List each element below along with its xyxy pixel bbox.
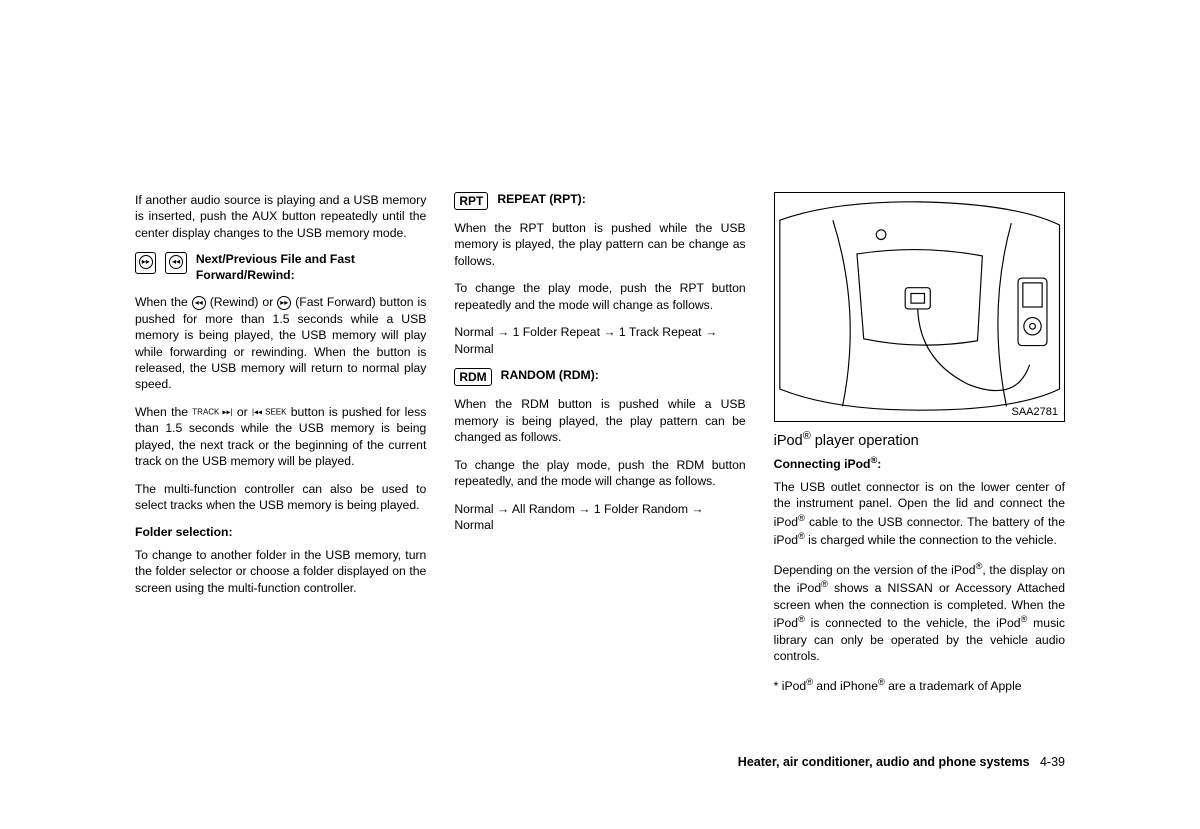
column-3: SAA2781 iPod® player operation Connectin… — [774, 192, 1065, 705]
para-rpt-2: To change the play mode, push the RPT bu… — [454, 280, 745, 313]
rdm-button-icon: RDM — [454, 368, 491, 386]
footer-page-number: 4-39 — [1040, 755, 1065, 769]
reg-mark-icon: ® — [803, 430, 811, 442]
t: is connected to the vehicle, the iPod — [805, 616, 1021, 630]
heading-rdm: RDM RANDOM (RDM): — [454, 368, 745, 386]
reg-mark-icon: ® — [806, 677, 813, 687]
para-rpt-1: When the RPT button is pushed while the … — [454, 220, 745, 269]
figure-label: SAA2781 — [1012, 406, 1058, 418]
column-1: If another audio source is playing and a… — [135, 192, 426, 705]
rpt-button-icon: RPT — [454, 192, 488, 210]
reg-mark-icon: ® — [798, 614, 805, 624]
figure-ipod-connection: SAA2781 — [774, 192, 1065, 422]
rewind-icon: ◂◂ — [165, 252, 186, 274]
t: : — [877, 457, 881, 471]
heading-text-rpt: REPEAT (RPT): — [497, 192, 585, 208]
para-short-press: When the TRACK ▸▸| or |◂◂ SEEK button is… — [135, 404, 426, 470]
heading-text-nextprev: Next/Previous File and Fast Forward/Rewi… — [196, 252, 427, 284]
reg-mark-icon: ® — [798, 531, 805, 541]
t: is charged while the connection to the v… — [805, 533, 1057, 547]
heading-connecting-ipod: Connecting iPod®: — [774, 455, 1065, 471]
heading-folder-selection: Folder selection: — [135, 525, 426, 539]
heading-rpt: RPT REPEAT (RPT): — [454, 192, 745, 210]
t: player operation — [811, 433, 919, 449]
reg-mark-icon: ® — [821, 579, 828, 589]
para-rdm-seq: Normal → All Random → 1 Folder Random → … — [454, 501, 745, 534]
t: Connecting iPod — [774, 457, 871, 471]
para-folder: To change to another folder in the USB m… — [135, 547, 426, 596]
para-aux: If another audio source is playing and a… — [135, 192, 426, 241]
t: (Rewind) or — [210, 295, 278, 309]
para-trademark: * iPod® and iPhone® are a trademark of A… — [774, 676, 1065, 695]
footer-section-title: Heater, air conditioner, audio and phone… — [738, 755, 1030, 769]
heading-text-rdm: RANDOM (RDM): — [501, 368, 599, 384]
para-rdm-1: When the RDM button is pushed while a US… — [454, 396, 745, 445]
reg-mark-icon: ® — [798, 513, 805, 523]
t: are a trademark of Apple — [885, 679, 1022, 693]
t: * iPod — [774, 679, 807, 693]
page-columns: If another audio source is playing and a… — [135, 192, 1065, 705]
t: When the — [135, 405, 192, 419]
t: and iPhone — [813, 679, 878, 693]
t: Depending on the version of the iPod — [774, 563, 976, 577]
t: When the — [135, 295, 192, 309]
para-multifunction: The multi-function controller can also b… — [135, 481, 426, 514]
ff-glyph: ▸▸ — [139, 255, 153, 269]
t: iPod — [774, 433, 803, 449]
page-footer: Heater, air conditioner, audio and phone… — [738, 755, 1065, 769]
ff-inline-icon: ▸▸ — [277, 296, 291, 310]
t: or — [237, 405, 252, 419]
para-connecting-1: The USB outlet connector is on the lower… — [774, 479, 1065, 549]
para-connecting-2: Depending on the version of the iPod®, t… — [774, 560, 1065, 665]
reg-mark-icon: ® — [878, 677, 885, 687]
para-rdm-2: To change the play mode, push the RDM bu… — [454, 457, 745, 490]
fast-forward-icon: ▸▸ — [135, 252, 156, 274]
para-rewind-ff: When the ◂◂ (Rewind) or ▸▸ (Fast Forward… — [135, 294, 426, 393]
track-rw-icon: |◂◂ SEEK — [252, 407, 287, 416]
para-rpt-seq: Normal → 1 Folder Repeat → 1 Track Repea… — [454, 324, 745, 357]
column-2: RPT REPEAT (RPT): When the RPT button is… — [454, 192, 745, 705]
rewind-inline-icon: ◂◂ — [192, 296, 206, 310]
rw-glyph: ◂◂ — [169, 255, 183, 269]
heading-next-prev: ▸▸ ◂◂ Next/Previous File and Fast Forwar… — [135, 252, 426, 284]
figure-svg — [775, 193, 1064, 421]
track-ff-icon: TRACK ▸▸| — [192, 407, 232, 416]
subhead-ipod-operation: iPod® player operation — [774, 430, 1065, 449]
